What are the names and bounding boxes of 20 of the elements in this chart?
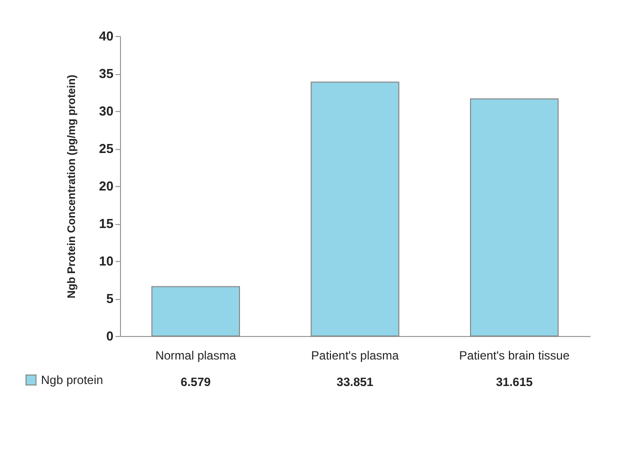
bar: [151, 286, 240, 336]
y-tick-label: 15: [99, 216, 114, 231]
x-tick-label: Patient's brain tissue: [459, 348, 570, 362]
y-axis-title: Ngb Protein Concentration (pg/mg protein): [66, 74, 78, 298]
legend-label: Ngb protein: [41, 373, 104, 387]
x-tick-label: Normal plasma: [155, 348, 236, 362]
data-label: 6.579: [180, 375, 212, 389]
y-tick-label: 35: [99, 66, 114, 81]
bar: [310, 82, 400, 336]
y-tick-label: 0: [106, 328, 114, 344]
y-tick-label: 30: [99, 104, 114, 118]
y-tick-label: 25: [99, 141, 114, 156]
data-label: 33.851: [336, 375, 374, 389]
y-tick-label: 10: [99, 254, 114, 268]
y-tick-label: 5: [106, 291, 114, 306]
x-tick-label: Patient's plasma: [311, 348, 400, 362]
bar: [470, 98, 559, 336]
data-label: 31.615: [496, 375, 533, 389]
y-tick-label: 40: [99, 28, 114, 44]
y-tick-label: 20: [99, 178, 114, 194]
